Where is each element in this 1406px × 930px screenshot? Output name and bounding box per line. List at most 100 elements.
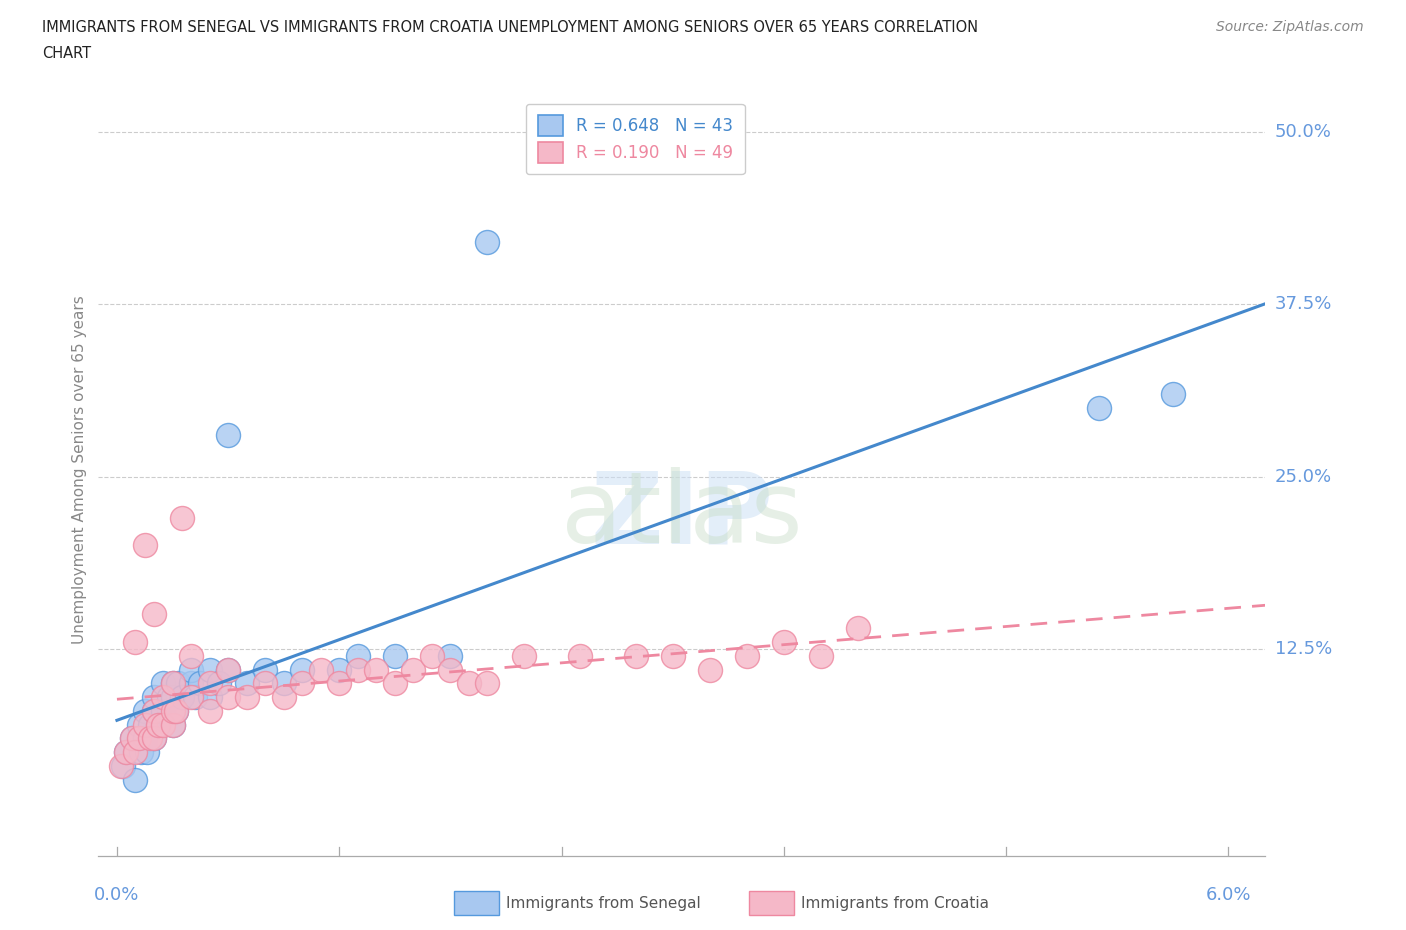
Point — [121, 731, 143, 746]
Point — [291, 662, 314, 677]
Point — [124, 772, 146, 787]
Point — [402, 662, 425, 677]
Point — [134, 731, 156, 746]
Text: ZIP: ZIP — [591, 468, 773, 565]
Point — [162, 676, 184, 691]
Y-axis label: Unemployment Among Seniors over 65 years: Unemployment Among Seniors over 65 years — [72, 296, 87, 644]
Point — [139, 731, 162, 746]
Point — [439, 648, 461, 663]
Text: Immigrants from Senegal: Immigrants from Senegal — [506, 896, 702, 910]
Point — [366, 662, 388, 677]
Point — [165, 703, 187, 718]
Point — [846, 620, 869, 635]
Point — [128, 731, 150, 746]
Point — [254, 662, 277, 677]
Point — [273, 690, 295, 705]
Text: IMMIGRANTS FROM SENEGAL VS IMMIGRANTS FROM CROATIA UNEMPLOYMENT AMONG SENIORS OV: IMMIGRANTS FROM SENEGAL VS IMMIGRANTS FR… — [42, 20, 979, 35]
Point — [129, 745, 152, 760]
Point — [128, 717, 150, 732]
Text: 12.5%: 12.5% — [1275, 640, 1331, 658]
Point — [143, 731, 166, 746]
Point — [143, 607, 166, 622]
Text: CHART: CHART — [42, 46, 91, 61]
Point — [810, 648, 832, 663]
Point — [217, 662, 239, 677]
Point — [143, 690, 166, 705]
Point — [152, 690, 174, 705]
Point — [735, 648, 758, 663]
Point — [208, 676, 231, 691]
Text: Immigrants from Croatia: Immigrants from Croatia — [801, 896, 990, 910]
Point — [235, 676, 257, 691]
Point — [152, 717, 174, 732]
Point — [291, 676, 314, 691]
Point — [134, 717, 156, 732]
Point — [170, 690, 193, 705]
Point — [110, 759, 132, 774]
Point — [217, 428, 239, 443]
Point — [162, 676, 184, 691]
Point — [180, 648, 202, 663]
Text: atlas: atlas — [561, 468, 803, 565]
Point — [143, 703, 166, 718]
Point — [699, 662, 721, 677]
Point — [143, 731, 166, 746]
Point — [143, 703, 166, 718]
Point — [162, 703, 184, 718]
Point — [254, 676, 277, 691]
Point — [167, 676, 190, 691]
Point — [152, 676, 174, 691]
Point — [157, 690, 180, 705]
Point — [124, 745, 146, 760]
Point — [180, 676, 202, 691]
Point — [198, 676, 221, 691]
Point — [309, 662, 332, 677]
Point — [513, 648, 536, 663]
Point — [328, 662, 350, 677]
Text: 50.0%: 50.0% — [1275, 123, 1331, 141]
Point — [198, 662, 221, 677]
Point — [162, 717, 184, 732]
Point — [180, 690, 202, 705]
Point — [152, 703, 174, 718]
Point — [134, 538, 156, 553]
Point — [115, 745, 138, 760]
Point — [121, 731, 143, 746]
Point — [146, 717, 169, 732]
Point — [135, 745, 157, 760]
Point — [346, 662, 368, 677]
Point — [384, 676, 406, 691]
Point — [346, 648, 368, 663]
Point — [1161, 386, 1184, 401]
Point — [170, 511, 193, 525]
Point — [457, 676, 479, 691]
Point — [624, 648, 647, 663]
Text: 0.0%: 0.0% — [94, 886, 139, 904]
Point — [1087, 400, 1109, 415]
Point — [477, 676, 499, 691]
Point — [477, 234, 499, 249]
Point — [184, 690, 207, 705]
Point — [328, 676, 350, 691]
Point — [273, 676, 295, 691]
Point — [124, 634, 146, 649]
Point — [384, 648, 406, 663]
Point — [115, 745, 138, 760]
Point — [134, 703, 156, 718]
Point — [180, 662, 202, 677]
Point — [162, 690, 184, 705]
Point — [198, 690, 221, 705]
Point — [165, 703, 187, 718]
Point — [198, 703, 221, 718]
Point — [217, 690, 239, 705]
Point — [439, 662, 461, 677]
Point — [235, 690, 257, 705]
Point — [569, 648, 592, 663]
Text: 6.0%: 6.0% — [1205, 886, 1251, 904]
Point — [162, 717, 184, 732]
Legend: R = 0.648   N = 43, R = 0.190   N = 49: R = 0.648 N = 43, R = 0.190 N = 49 — [526, 103, 745, 174]
Point — [146, 717, 169, 732]
Text: 25.0%: 25.0% — [1275, 468, 1331, 485]
Point — [661, 648, 683, 663]
Point — [420, 648, 443, 663]
